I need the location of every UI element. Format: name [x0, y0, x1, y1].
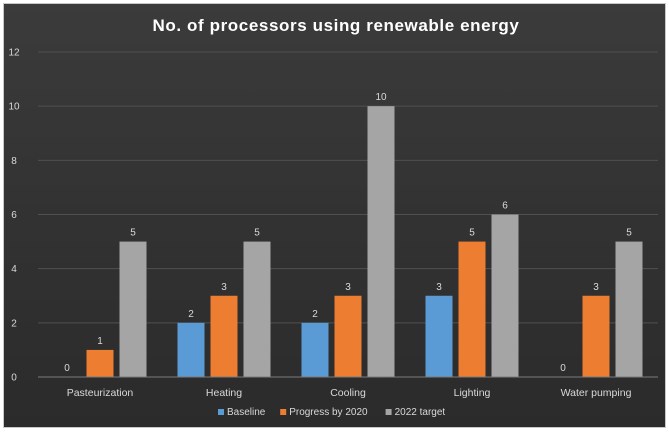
bar: [425, 295, 453, 377]
y-axis-ticks: 0 2 4 6 8 10 12: [8, 48, 20, 384]
chart-title: No. of processors using renewable energy: [153, 16, 520, 35]
bar: [334, 295, 362, 377]
x-category-label: Lighting: [454, 387, 491, 399]
data-label: 10: [375, 92, 387, 103]
y-tick-label: 6: [11, 210, 17, 221]
data-label: 0: [64, 363, 70, 374]
bar: [458, 241, 486, 377]
data-label: 1: [97, 336, 103, 347]
bar: [177, 322, 205, 377]
y-tick-label: 10: [8, 102, 20, 113]
data-label: 5: [469, 228, 475, 239]
x-category-label: Pasteurization: [67, 387, 134, 399]
legend-swatch: [218, 409, 224, 415]
x-category-label: Heating: [206, 387, 242, 399]
legend-label: 2022 target: [395, 407, 446, 418]
x-category-label: Water pumping: [561, 387, 632, 399]
bar: [243, 241, 271, 377]
bar: [582, 295, 610, 377]
bar: [491, 214, 519, 377]
data-label: 2: [188, 309, 194, 320]
legend-label: Progress by 2020: [289, 407, 368, 418]
bars: [86, 106, 643, 378]
data-label: 3: [436, 282, 442, 293]
data-label: 3: [345, 282, 351, 293]
data-label: 5: [254, 228, 260, 239]
bar: [210, 295, 238, 377]
legend-swatch: [385, 409, 392, 415]
data-label: 0: [560, 363, 566, 374]
bar: [86, 349, 114, 377]
bar: [615, 241, 643, 377]
legend-label: Baseline: [227, 407, 266, 418]
bar: [301, 322, 329, 377]
y-tick-label: 8: [11, 156, 17, 167]
y-tick-label: 2: [11, 318, 17, 329]
data-label: 3: [221, 282, 227, 293]
legend: Baseline Progress by 2020 2022 target: [218, 407, 445, 418]
x-category-label: Cooling: [330, 387, 366, 399]
y-tick-label: 0: [11, 373, 17, 384]
y-tick-label: 4: [11, 264, 17, 275]
data-label: 5: [130, 228, 136, 239]
bar: [367, 106, 395, 378]
data-label: 3: [593, 282, 599, 293]
data-labels: 0 1 5 2 3 5 2 3 10 3 5 6 0 3 5: [64, 92, 632, 374]
data-label: 6: [502, 201, 508, 212]
x-axis-categories: Pasteurization Heating Cooling Lighting Wate…: [67, 387, 632, 399]
data-label: 2: [312, 309, 318, 320]
y-tick-label: 12: [8, 48, 20, 59]
data-label: 5: [626, 228, 632, 239]
legend-swatch: [280, 409, 287, 415]
bar: [119, 241, 147, 377]
